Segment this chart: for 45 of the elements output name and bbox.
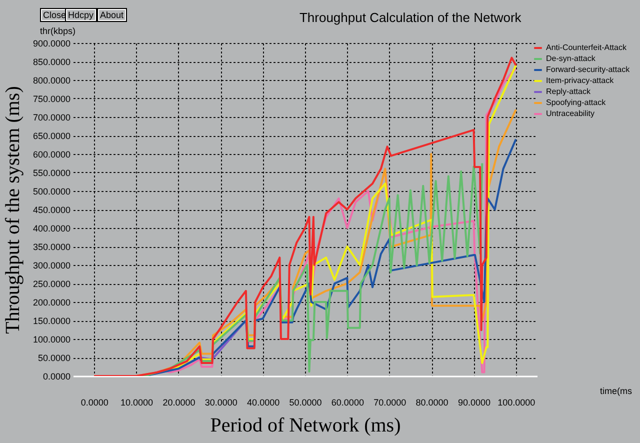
x-tick-label: 100.0000 [498, 398, 536, 408]
x-tick-label: 90.0000 [458, 398, 490, 408]
y-tick-label: 850.0000 [32, 57, 70, 67]
y-tick-label: 100.0000 [32, 334, 70, 344]
x-tick-label: 80.0000 [416, 398, 448, 408]
x-tick-label: 70.0000 [374, 398, 406, 408]
text: Hdcpy [65, 8, 97, 22]
legend-label: Spoofying-attack [546, 98, 607, 107]
y-tick-label: 800.0000 [32, 76, 70, 86]
y-tick-label: 0.0000 [42, 372, 70, 382]
x-tick-label: 0.0000 [80, 398, 108, 408]
y-tick-label: 300.0000 [32, 260, 70, 270]
legend-label: Forward-security-attack [546, 65, 631, 74]
y-tick-label: 350.0000 [32, 242, 70, 252]
legend-label: Untraceability [546, 109, 594, 118]
y-tick-label: 200.0000 [32, 298, 70, 308]
text: Close [40, 8, 70, 22]
x-tick-label: 20.0000 [162, 398, 196, 408]
y-tick-label: 50.0000 [38, 353, 70, 363]
chart-title: Throughput Calculation of the Network [299, 10, 522, 25]
text: thr(kbps) [40, 26, 76, 36]
y-tick-label: 700.0000 [32, 112, 70, 122]
y-tick-label: 400.0000 [32, 224, 70, 234]
y-tick-label: 450.0000 [32, 205, 70, 215]
legend-label: Anti-Counterfeit-Attack [546, 43, 628, 52]
y-tick-label: 650.0000 [32, 131, 70, 141]
x-axis-title: Period of Network (ms) [210, 414, 401, 436]
y-tick-label: 750.0000 [32, 94, 70, 104]
y-axis-title: Throughput of the system (ms) [2, 86, 24, 334]
x-tick-label: 50.0000 [289, 398, 322, 408]
y-tick-label: 900.0000 [32, 38, 70, 48]
x-tick-label: 30.0000 [204, 398, 238, 408]
text: About [97, 8, 127, 22]
y-tick-label: 250.0000 [32, 279, 70, 289]
y-tick-label: 500.0000 [32, 186, 70, 196]
y-tick-label: 550.0000 [32, 168, 70, 178]
legend-label: Reply-attack [546, 87, 592, 96]
legend-label: Item-privacy-attack [546, 76, 615, 85]
y-tick-label: 150.0000 [32, 316, 70, 326]
legend-label: De-syn-attack [546, 54, 596, 63]
x-tick-label: 60.0000 [331, 398, 364, 408]
x-tick-label: 10.0000 [120, 398, 154, 408]
text: time(ms [600, 386, 632, 396]
x-tick-label: 40.0000 [247, 398, 280, 408]
y-tick-label: 600.0000 [32, 150, 70, 160]
